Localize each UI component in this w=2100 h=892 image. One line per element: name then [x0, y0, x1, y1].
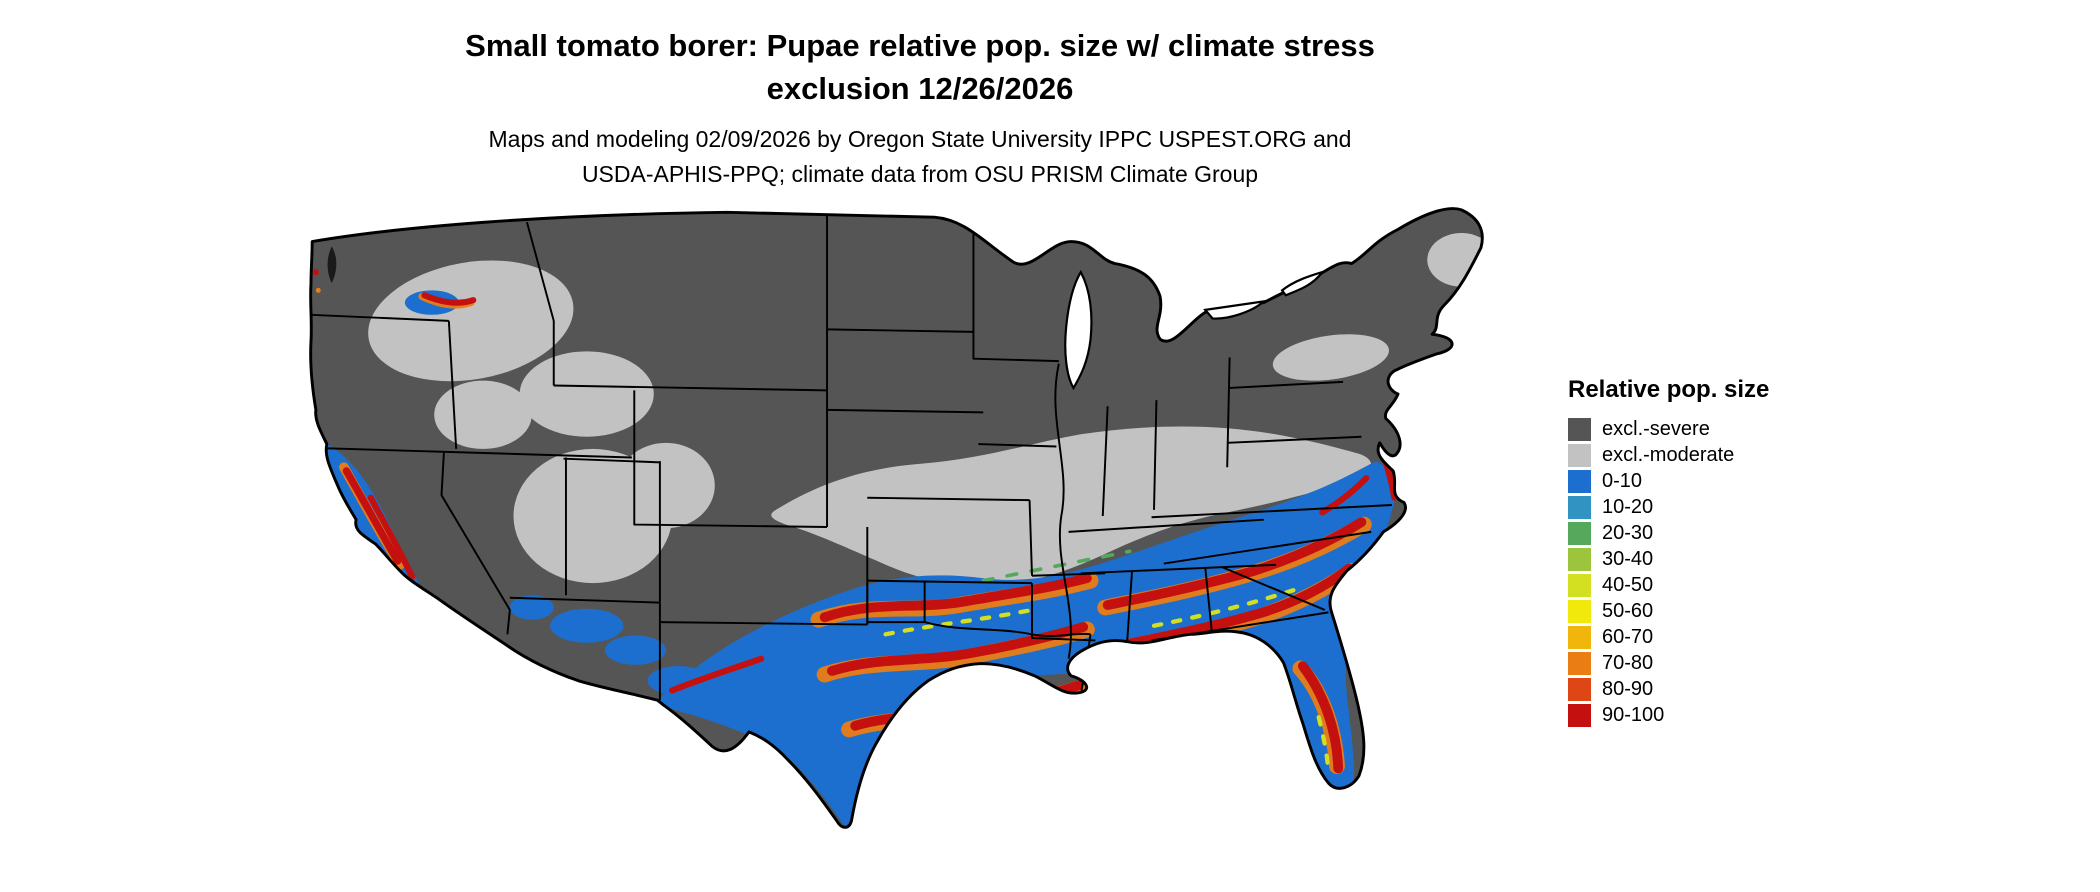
legend-item: 0-10: [1568, 468, 1769, 494]
legend-item: excl.-severe: [1568, 416, 1769, 442]
legend-swatch: [1568, 677, 1591, 701]
figure-title-line1: Small tomato borer: Pupae relative pop. …: [465, 28, 1375, 63]
figure-title: Small tomato borer: Pupae relative pop. …: [0, 24, 1840, 111]
legend-item: 80-90: [1568, 676, 1769, 702]
us-map: [300, 205, 1520, 888]
legend-label: 90-100: [1602, 703, 1665, 726]
legend-item: 50-60: [1568, 598, 1769, 624]
legend-label: 70-80: [1602, 651, 1654, 674]
legend-label: 60-70: [1602, 625, 1654, 648]
legend: Relative pop. size excl.-severe excl.-mod…: [1568, 376, 1769, 728]
water-bodies: [327, 246, 1326, 391]
legend-item: excl.-moderate: [1568, 442, 1769, 468]
legend-label: 20-30: [1602, 521, 1654, 544]
legend-label: 40-50: [1602, 573, 1654, 596]
lake-erie: [1203, 299, 1268, 320]
state-borders: [310, 212, 1392, 701]
legend-item: 10-20: [1568, 494, 1769, 520]
figure-subtitle: Maps and modeling 02/09/2026 by Oregon S…: [0, 122, 1840, 191]
legend-label: excl.-severe: [1602, 417, 1710, 440]
legend-label: 0-10: [1602, 469, 1643, 492]
figure-subtitle-line2: USDA-APHIS-PPQ; climate data from OSU PR…: [581, 160, 1259, 187]
us-map-svg: [309, 207, 1484, 829]
legend-label: 50-60: [1602, 599, 1654, 622]
legend-swatch: [1568, 547, 1591, 571]
legend-item: 20-30: [1568, 520, 1769, 546]
legend-label: 80-90: [1602, 677, 1654, 700]
legend-swatch: [1568, 443, 1591, 467]
legend-swatch: [1568, 599, 1591, 623]
legend-swatch: [1568, 651, 1591, 675]
puget-sound: [327, 246, 337, 284]
legend-label: excl.-moderate: [1602, 443, 1735, 466]
legend-swatch: [1568, 469, 1591, 493]
legend-label: 10-20: [1602, 495, 1654, 518]
legend-swatch: [1568, 703, 1591, 727]
legend-swatch: [1568, 495, 1591, 519]
figure-title-line2: exclusion 12/26/2026: [766, 71, 1074, 107]
legend-item: 30-40: [1568, 546, 1769, 572]
legend-swatch: [1568, 625, 1591, 649]
legend-title: Relative pop. size: [1568, 376, 1770, 403]
legend-item: 70-80: [1568, 650, 1769, 676]
legend-swatch: [1568, 521, 1591, 545]
legend-item: 40-50: [1568, 572, 1769, 598]
legend-swatch: [1568, 417, 1591, 441]
lake-ontario: [1280, 270, 1326, 297]
lake-michigan: [1064, 269, 1093, 391]
legend-item: 60-70: [1568, 624, 1769, 650]
map-raster-layers: [310, 208, 1483, 828]
legend-item: 90-100: [1568, 702, 1769, 728]
legend-items: excl.-severe excl.-moderate 0-10 10-20 20-30…: [1568, 416, 1769, 728]
legend-swatch: [1568, 573, 1591, 597]
figure-subtitle-line1: Maps and modeling 02/09/2026 by Oregon S…: [488, 126, 1352, 152]
legend-label: 30-40: [1602, 547, 1654, 570]
region-excl-moderate: [368, 233, 1483, 586]
